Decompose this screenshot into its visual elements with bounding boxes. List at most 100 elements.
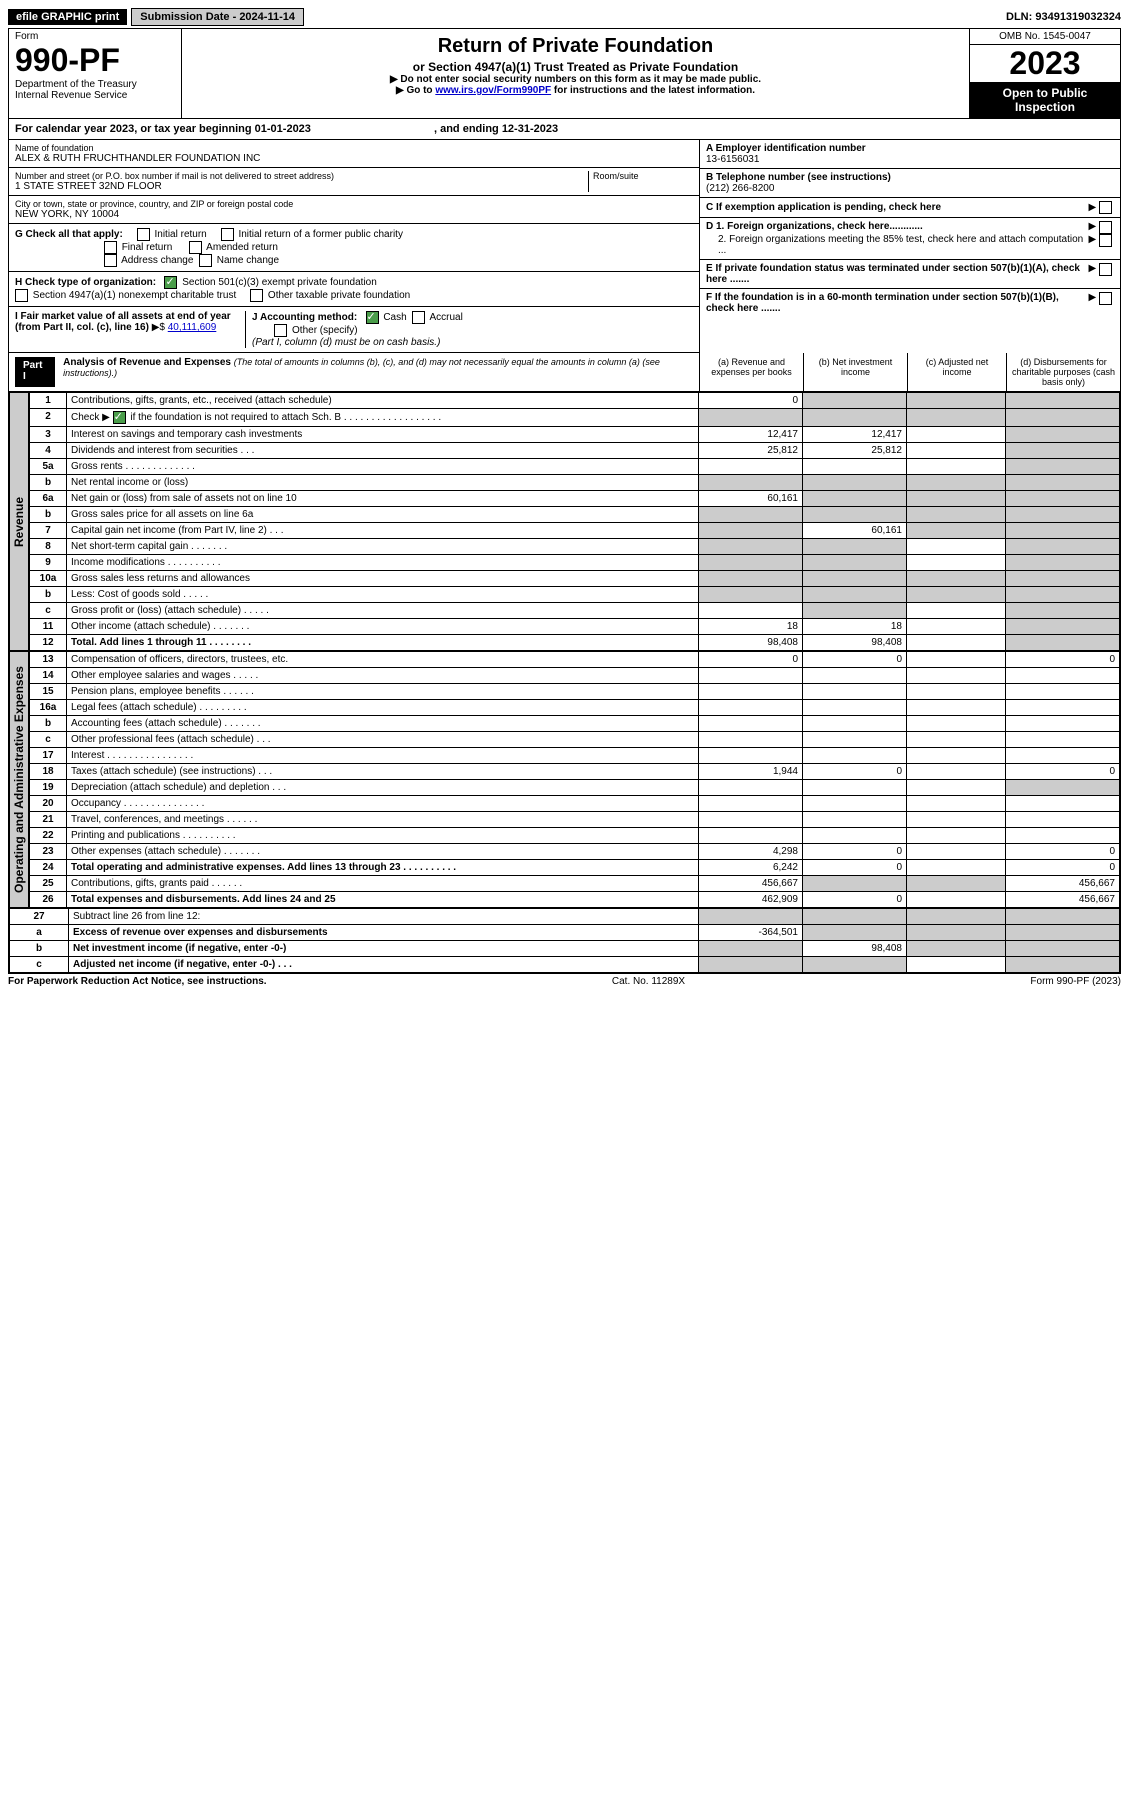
initial-former-check[interactable] (221, 228, 234, 241)
section-j: J Accounting method: Cash Accrual Other … (245, 311, 693, 348)
table-row: 17Interest . . . . . . . . . . . . . . .… (30, 748, 1120, 764)
cell-d (1006, 491, 1120, 507)
table-row: 19Depreciation (attach schedule) and dep… (30, 780, 1120, 796)
efile-print-button[interactable]: efile GRAPHIC print (8, 9, 127, 25)
cell-d: 0 (1006, 764, 1120, 780)
501c3-check[interactable] (164, 276, 177, 289)
page-footer: For Paperwork Reduction Act Notice, see … (8, 974, 1121, 989)
cell-c (907, 491, 1006, 507)
table-row: 21Travel, conferences, and meetings . . … (30, 812, 1120, 828)
cell-a: 0 (699, 652, 803, 668)
cell-c (907, 957, 1006, 973)
other-method-check[interactable] (274, 324, 287, 337)
cell-b: 0 (803, 844, 907, 860)
row-num: 10a (30, 571, 67, 587)
revenue-label: Revenue (9, 392, 29, 651)
row-num: 15 (30, 684, 67, 700)
section-i: I Fair market value of all assets at end… (15, 311, 245, 348)
amended-return-check[interactable] (189, 241, 202, 254)
table-row: bAccounting fees (attach schedule) . . .… (30, 716, 1120, 732)
foreign-85-check[interactable] (1099, 234, 1112, 247)
cell-d (1006, 571, 1120, 587)
schb-text: if the foundation is not required to att… (130, 412, 441, 423)
ein-value: 13-6156031 (706, 154, 1114, 165)
expenses-table: 13Compensation of officers, directors, t… (29, 651, 1120, 908)
cell-a (699, 684, 803, 700)
final-return-check[interactable] (104, 241, 117, 254)
exemption-pending-check[interactable] (1099, 201, 1112, 214)
cell-b (803, 393, 907, 409)
schb-not-required-check[interactable] (113, 411, 126, 424)
table-row: 22Printing and publications . . . . . . … (30, 828, 1120, 844)
foundation-name-cell: Name of foundation ALEX & RUTH FRUCHTHAN… (9, 140, 699, 168)
j-label: J Accounting method: (252, 312, 357, 323)
fmv-value[interactable]: 40,111,609 (168, 322, 217, 333)
cell-a: 12,417 (699, 427, 803, 443)
form990pf-link[interactable]: www.irs.gov/Form990PF (435, 85, 551, 96)
calendar-year-row: For calendar year 2023, or tax year begi… (9, 119, 1120, 140)
foreign-org-check[interactable] (1099, 221, 1112, 234)
g-amended: Amended return (206, 242, 278, 253)
cell-c (907, 443, 1006, 459)
row-desc: Other employee salaries and wages . . . … (67, 668, 699, 684)
other-taxable-check[interactable] (250, 289, 263, 302)
footer-left: For Paperwork Reduction Act Notice, see … (8, 976, 267, 987)
address-change-check[interactable] (104, 254, 117, 267)
cell-a (699, 941, 803, 957)
initial-return-check[interactable] (137, 228, 150, 241)
row-num: c (30, 603, 67, 619)
cell-a (699, 780, 803, 796)
table-row: 7Capital gain net income (from Part IV, … (30, 523, 1120, 539)
cell-b (803, 571, 907, 587)
row-desc: Legal fees (attach schedule) . . . . . .… (67, 700, 699, 716)
cell-b: 98,408 (803, 941, 907, 957)
table-row: bLess: Cost of goods sold . . . . . (30, 587, 1120, 603)
cell-b (803, 909, 907, 925)
row-num: c (30, 732, 67, 748)
cell-c (907, 555, 1006, 571)
cell-c (907, 732, 1006, 748)
g-initial-former: Initial return of a former public charit… (238, 229, 403, 240)
table-row: 24Total operating and administrative exp… (30, 860, 1120, 876)
check-text: Check ▶ (71, 412, 110, 423)
cell-a: 456,667 (699, 876, 803, 892)
cell-d (1006, 684, 1120, 700)
org-info-left: Name of foundation ALEX & RUTH FRUCHTHAN… (9, 140, 699, 353)
4947-check[interactable] (15, 289, 28, 302)
org-info-right: A Employer identification number 13-6156… (699, 140, 1120, 353)
cell-b: 60,161 (803, 523, 907, 539)
cell-d (1006, 443, 1120, 459)
name-label: Name of foundation (15, 143, 693, 153)
cell-d (1006, 748, 1120, 764)
addr-label: Number and street (or P.O. box number if… (15, 171, 588, 181)
cell-a: 0 (699, 393, 803, 409)
cell-c (907, 844, 1006, 860)
phone-value: (212) 266-8200 (706, 183, 1114, 194)
row-num: 12 (30, 635, 67, 651)
cal-year-end: , and ending 12-31-2023 (434, 123, 558, 135)
name-change-check[interactable] (199, 254, 212, 267)
status-terminated-check[interactable] (1099, 263, 1112, 276)
cell-d (1006, 812, 1120, 828)
cell-b: 0 (803, 652, 907, 668)
cell-b: 12,417 (803, 427, 907, 443)
cell-a (699, 587, 803, 603)
cell-b: 0 (803, 764, 907, 780)
60-month-check[interactable] (1099, 292, 1112, 305)
cell-c (907, 635, 1006, 651)
cell-c (907, 925, 1006, 941)
table-row: 12Total. Add lines 1 through 11 . . . . … (30, 635, 1120, 651)
g-name: Name change (217, 255, 279, 266)
accrual-check[interactable] (412, 311, 425, 324)
cell-c (907, 748, 1006, 764)
cell-d (1006, 716, 1120, 732)
cell-b (803, 700, 907, 716)
cell-d (1006, 828, 1120, 844)
row-num: 20 (30, 796, 67, 812)
row-num: b (30, 507, 67, 523)
cell-a (699, 828, 803, 844)
city-state-zip: NEW YORK, NY 10004 (15, 209, 693, 220)
row-desc: Excess of revenue over expenses and disb… (69, 925, 699, 941)
f-label: F If the foundation is in a 60-month ter… (706, 292, 1089, 314)
cash-check[interactable] (366, 311, 379, 324)
